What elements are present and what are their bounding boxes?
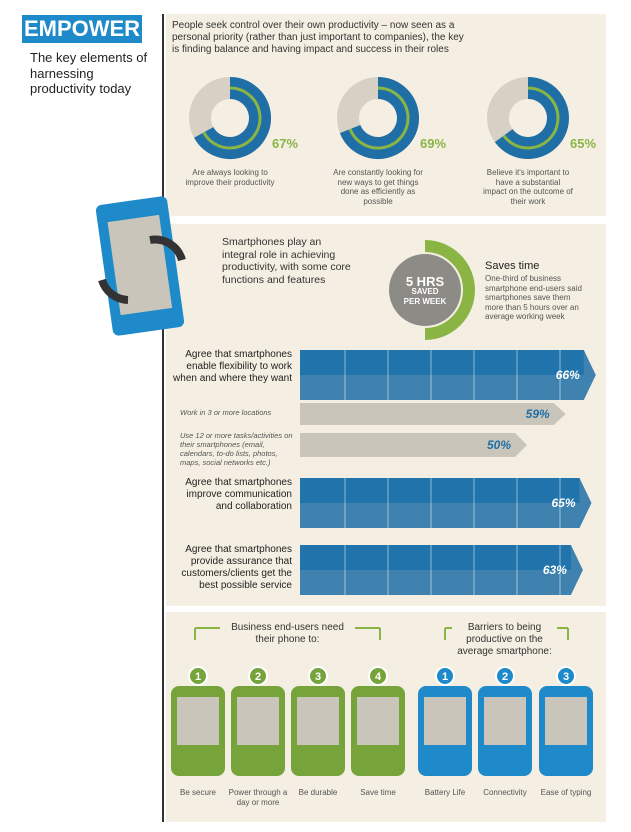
number: 2	[502, 671, 508, 683]
bar	[300, 403, 566, 425]
phone-screen	[177, 697, 219, 745]
bar	[300, 545, 583, 595]
bar-value: 50%	[487, 438, 511, 452]
panel	[166, 14, 606, 216]
donut-label: 67%	[272, 136, 298, 151]
donut-ring	[348, 86, 410, 150]
donut-caption: Are always looking to improve their prod…	[185, 168, 275, 187]
saves-text: One-third of business smartphone end-use…	[485, 274, 582, 322]
bar-label: Agree that smartphones improve communica…	[185, 477, 292, 512]
needs-title: Business end-users need their phone to:	[220, 622, 355, 646]
donut-ring	[502, 86, 560, 150]
number-badge	[495, 666, 515, 686]
donut-caption: Believe it's important to have a substan…	[483, 168, 573, 206]
number: 4	[375, 671, 382, 683]
phone-screen	[424, 697, 466, 745]
number-badge	[248, 666, 268, 686]
bar	[300, 478, 592, 528]
phone-icon	[95, 196, 186, 336]
phone-caption: Ease of typing	[540, 788, 592, 797]
number: 1	[442, 671, 448, 683]
phone-caption: Battery Life	[424, 788, 466, 797]
badge-text: SAVED	[412, 287, 439, 296]
bar	[300, 350, 596, 400]
bar-value: 63%	[543, 563, 567, 577]
donut-label: 65%	[570, 136, 596, 151]
donut-label: 69%	[420, 136, 446, 151]
phone-screen	[545, 697, 587, 745]
number-badge	[308, 666, 328, 686]
phone-screen	[357, 697, 399, 745]
donut-ring	[202, 86, 262, 150]
donut-caption: Are constantly looking for new ways to g…	[333, 168, 423, 206]
bar-label: Work in 3 or more locations	[180, 408, 272, 417]
smartphones-text: Smartphones play an integral role in ach…	[222, 236, 351, 286]
number: 3	[563, 671, 569, 683]
number: 1	[195, 671, 201, 683]
badge-text: PER WEEK	[404, 297, 447, 306]
number-badge	[556, 666, 576, 686]
subtitle: The key elements of harnessing productiv…	[30, 50, 148, 97]
phone-caption: Save time	[360, 788, 396, 797]
phone-caption: Connectivity	[483, 788, 527, 797]
badge	[389, 254, 461, 326]
barriers-title: Barriers to being productive on the aver…	[452, 622, 557, 658]
phone-caption: Be durable	[298, 788, 338, 797]
tag: EMPOWER	[22, 15, 142, 43]
number: 2	[255, 671, 261, 683]
number: 3	[315, 671, 321, 683]
phone-caption: Be secure	[179, 788, 217, 797]
phone-screen	[237, 697, 279, 745]
bar-label: Agree that smartphones enable flexibilit…	[173, 349, 292, 384]
badge-text: 5 HRS	[406, 274, 445, 289]
phone-screen	[297, 697, 339, 745]
number-badge	[188, 666, 208, 686]
phone-screen	[484, 697, 526, 745]
bar-value: 59%	[526, 407, 550, 421]
number-badge	[435, 666, 455, 686]
bar	[300, 433, 527, 457]
number-badge	[368, 666, 388, 686]
bar-value: 66%	[556, 368, 580, 382]
bar-value: 65%	[551, 496, 575, 510]
bar-label: Use 12 or more tasks/activities on their…	[180, 431, 293, 467]
intro: People seek control over their own produ…	[172, 20, 464, 55]
badge-arc	[424, 240, 475, 340]
phone-caption: Power through a day or more	[228, 788, 288, 807]
saves-title: Saves time	[485, 260, 540, 272]
bar-label: Agree that smartphones provide assurance…	[181, 544, 292, 591]
